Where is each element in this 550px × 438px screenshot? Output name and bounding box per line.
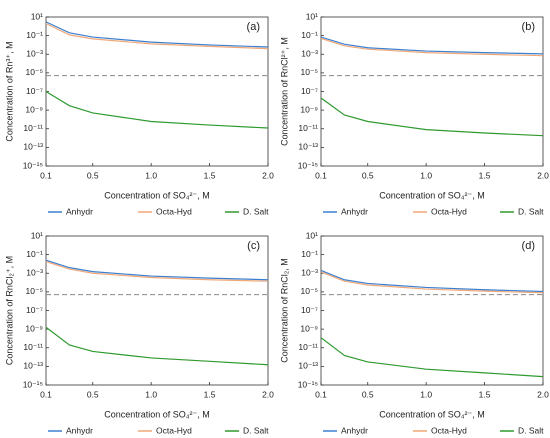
x-tick-label: 1.0 — [420, 170, 432, 180]
x-tick-label: 0.1 — [315, 170, 327, 180]
y-tick-label: 10¹ — [31, 230, 43, 240]
x-tick-label: 0.5 — [87, 389, 99, 399]
series-line — [320, 97, 544, 137]
series-line — [45, 22, 269, 50]
legend-label: Anhydr — [341, 206, 368, 216]
x-tick-label: 0.1 — [40, 170, 52, 180]
y-tick-label: 10¹ — [306, 11, 318, 21]
y-tick-label: 10⁻¹¹ — [298, 342, 318, 352]
x-tick-label: 0.5 — [362, 389, 374, 399]
x-axis-label: Concentration of SO₄²⁻, M — [379, 409, 484, 419]
x-axis-label: Concentration of SO₄²⁻, M — [379, 190, 484, 200]
y-tick-label: 10⁻¹¹ — [298, 123, 318, 133]
series-line — [320, 37, 544, 57]
x-tick-label: 0.5 — [362, 170, 374, 180]
y-tick-label: 10⁻¹¹ — [23, 342, 43, 352]
y-tick-label: 10⁻⁹ — [300, 323, 318, 333]
y-tick-label: 10⁻⁷ — [26, 86, 43, 96]
y-tick-label: 10⁻⁹ — [300, 104, 318, 114]
y-tick-label: 10⁻¹ — [301, 30, 318, 40]
x-tick-label: 1.0 — [145, 389, 157, 399]
legend-label: Anhydr — [66, 425, 93, 435]
y-tick-label: 10⁻¹ — [26, 249, 43, 259]
y-axis-label: Concentration of RnCl²⁺, M — [279, 37, 289, 146]
y-axis-label: Concentration of RnCl₂, M — [279, 258, 289, 363]
x-tick-label: 1.0 — [420, 389, 432, 399]
x-tick-label: 2.0 — [537, 389, 549, 399]
y-tick-label: 10⁻⁹ — [25, 104, 43, 114]
series-line — [45, 259, 269, 281]
series-line — [45, 90, 269, 129]
y-tick-label: 10⁻³ — [26, 49, 43, 59]
panel-label: (d) — [522, 240, 535, 252]
y-tick-label: 10⁻⁷ — [301, 305, 318, 315]
y-tick-label: 10⁻¹³ — [298, 361, 318, 371]
panel-label: (b) — [522, 21, 535, 33]
panel-label: (a) — [247, 21, 260, 33]
series-line — [45, 260, 269, 282]
y-tick-label: 10⁻³ — [301, 268, 318, 278]
y-tick-label: 10⁻⁵ — [26, 67, 43, 77]
x-tick-label: 1.5 — [204, 170, 216, 180]
y-tick-label: 10⁻¹ — [301, 249, 318, 259]
legend-label: D. Salt — [518, 425, 544, 435]
legend-label: D. Salt — [518, 206, 544, 216]
y-tick-label: 10⁻⁵ — [26, 286, 43, 296]
y-tick-label: 10⁻⁷ — [301, 86, 318, 96]
y-tick-label: 10⁻⁷ — [26, 305, 43, 315]
x-tick-label: 2.0 — [537, 170, 549, 180]
x-tick-label: 1.0 — [145, 170, 157, 180]
series-line — [45, 326, 269, 366]
y-axis-label: Concentration of Rn³⁺, M — [4, 41, 14, 141]
series-line — [320, 36, 544, 55]
y-tick-label: 10⁻¹⁵ — [23, 379, 43, 389]
y-tick-label: 10⁻³ — [26, 268, 43, 278]
legend-label: Octa-Hyd — [156, 425, 192, 435]
y-tick-label: 10⁻¹³ — [23, 142, 43, 152]
y-tick-label: 10⁻⁹ — [25, 323, 43, 333]
y-tick-label: 10⁻¹³ — [298, 142, 318, 152]
x-tick-label: 2.0 — [262, 389, 274, 399]
legend-label: D. Salt — [243, 425, 269, 435]
series-line — [320, 271, 544, 294]
y-tick-label: 10⁻¹¹ — [23, 123, 43, 133]
y-tick-label: 10⁻¹⁵ — [23, 160, 43, 170]
panel-label: (c) — [247, 240, 260, 252]
legend-label: Octa-Hyd — [431, 206, 467, 216]
x-tick-label: 1.5 — [204, 389, 216, 399]
y-tick-label: 10⁻³ — [301, 49, 318, 59]
x-tick-label: 0.1 — [315, 389, 327, 399]
x-tick-label: 0.1 — [40, 389, 52, 399]
plot-frame — [320, 16, 544, 167]
legend-label: Octa-Hyd — [431, 425, 467, 435]
x-axis-label: Concentration of SO₄²⁻, M — [104, 190, 209, 200]
series-line — [320, 269, 544, 293]
y-tick-label: 10¹ — [306, 230, 318, 240]
legend-label: Anhydr — [66, 206, 93, 216]
y-tick-label: 10⁻¹⁵ — [298, 379, 318, 389]
y-tick-label: 10⁻¹³ — [23, 361, 43, 371]
plot-frame — [320, 235, 544, 386]
x-tick-label: 2.0 — [262, 170, 274, 180]
x-tick-label: 0.5 — [87, 170, 99, 180]
legend-label: D. Salt — [243, 206, 269, 216]
y-tick-label: 10⁻¹⁵ — [298, 160, 318, 170]
series-line — [320, 337, 544, 378]
y-tick-label: 10⁻⁵ — [301, 286, 318, 296]
y-tick-label: 10¹ — [31, 11, 43, 21]
x-tick-label: 1.5 — [479, 389, 491, 399]
plot-frame — [45, 16, 269, 167]
y-axis-label: Concentration of RnCl₂⁺, M — [4, 256, 14, 365]
y-tick-label: 10⁻¹ — [26, 30, 43, 40]
y-tick-label: 10⁻⁵ — [301, 67, 318, 77]
legend-label: Anhydr — [341, 425, 368, 435]
series-line — [45, 21, 269, 48]
legend-label: Octa-Hyd — [156, 206, 192, 216]
x-tick-label: 1.5 — [479, 170, 491, 180]
x-axis-label: Concentration of SO₄²⁻, M — [104, 409, 209, 419]
